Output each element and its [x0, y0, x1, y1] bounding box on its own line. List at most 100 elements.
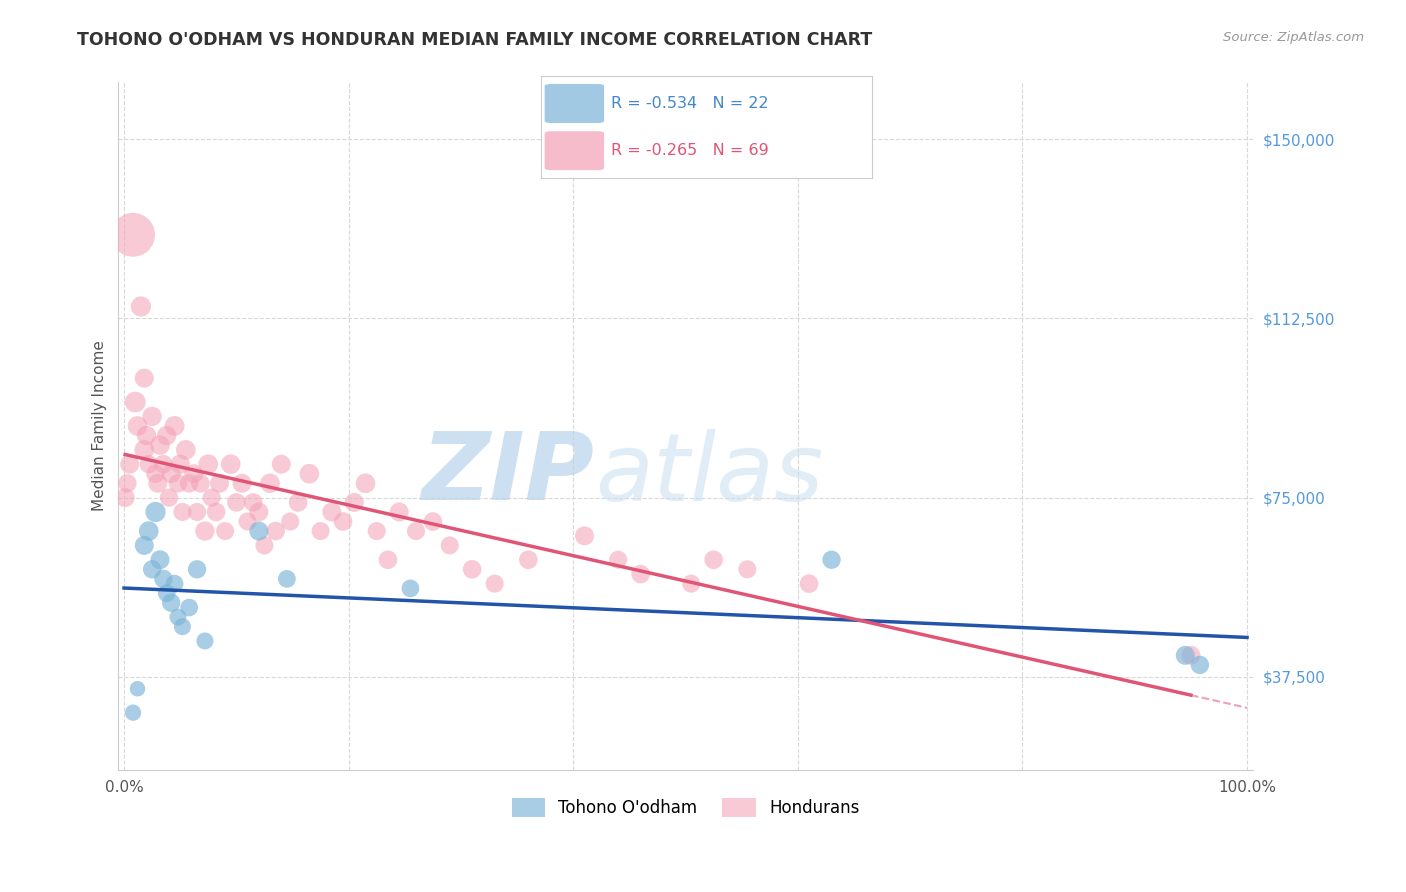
Point	[129, 300, 152, 314]
Point	[141, 409, 163, 424]
Point	[236, 515, 259, 529]
Point	[517, 553, 540, 567]
Point	[574, 529, 596, 543]
Point	[205, 505, 228, 519]
Point	[607, 553, 630, 567]
Point	[172, 505, 194, 519]
Point	[145, 505, 167, 519]
Point	[117, 476, 139, 491]
Point	[134, 442, 156, 457]
Point	[163, 576, 186, 591]
Point	[681, 576, 703, 591]
Point	[366, 524, 388, 538]
Point	[156, 428, 179, 442]
Point	[1180, 648, 1202, 663]
Point	[190, 476, 212, 491]
Point	[264, 524, 287, 538]
Point	[1188, 657, 1211, 672]
Point	[247, 505, 270, 519]
Point	[298, 467, 321, 481]
Point	[377, 553, 399, 567]
FancyBboxPatch shape	[544, 84, 605, 123]
Point	[1174, 648, 1197, 663]
Point	[160, 596, 183, 610]
Point	[703, 553, 725, 567]
Point	[253, 538, 276, 552]
Point	[127, 419, 149, 434]
FancyBboxPatch shape	[544, 131, 605, 170]
Point	[149, 553, 172, 567]
Point	[270, 457, 292, 471]
Point	[124, 395, 146, 409]
Point	[156, 586, 179, 600]
Point	[134, 538, 156, 552]
Point	[134, 371, 156, 385]
Point	[122, 227, 145, 242]
Point	[157, 491, 180, 505]
Point	[797, 576, 820, 591]
Point	[225, 495, 247, 509]
Point	[135, 428, 157, 442]
Point	[461, 562, 484, 576]
Point	[194, 524, 217, 538]
Point	[231, 476, 253, 491]
Point	[737, 562, 759, 576]
Point	[422, 515, 444, 529]
Legend: Tohono O'odham, Hondurans: Tohono O'odham, Hondurans	[505, 791, 866, 823]
Text: ZIP: ZIP	[422, 428, 595, 520]
Point	[186, 505, 208, 519]
Point	[114, 491, 136, 505]
Point	[145, 467, 167, 481]
Point	[194, 634, 217, 648]
Point	[630, 567, 652, 582]
Point	[276, 572, 298, 586]
Point	[127, 681, 149, 696]
Point	[309, 524, 332, 538]
Point	[197, 457, 219, 471]
Point	[219, 457, 242, 471]
Point	[343, 495, 366, 509]
Point	[167, 476, 190, 491]
Point	[388, 505, 411, 519]
Text: Source: ZipAtlas.com: Source: ZipAtlas.com	[1223, 31, 1364, 45]
Point	[201, 491, 224, 505]
Point	[174, 442, 197, 457]
Point	[152, 457, 174, 471]
Point	[169, 457, 191, 471]
Point	[118, 457, 141, 471]
Point	[186, 562, 208, 576]
Point	[259, 476, 281, 491]
Point	[122, 706, 145, 720]
Point	[321, 505, 343, 519]
Point	[214, 524, 236, 538]
Point	[138, 457, 160, 471]
Point	[141, 562, 163, 576]
Y-axis label: Median Family Income: Median Family Income	[93, 341, 107, 511]
Point	[152, 572, 174, 586]
Point	[172, 620, 194, 634]
Point	[163, 419, 186, 434]
Point	[439, 538, 461, 552]
Point	[160, 467, 183, 481]
Point	[167, 610, 190, 624]
Point	[179, 600, 201, 615]
Point	[354, 476, 377, 491]
Point	[183, 467, 205, 481]
Point	[208, 476, 231, 491]
Point	[242, 495, 264, 509]
Point	[247, 524, 270, 538]
Text: R = -0.534   N = 22: R = -0.534 N = 22	[610, 96, 768, 111]
Point	[287, 495, 309, 509]
Point	[278, 515, 301, 529]
Point	[399, 582, 422, 596]
Text: TOHONO O'ODHAM VS HONDURAN MEDIAN FAMILY INCOME CORRELATION CHART: TOHONO O'ODHAM VS HONDURAN MEDIAN FAMILY…	[77, 31, 873, 49]
Point	[405, 524, 427, 538]
Point	[149, 438, 172, 452]
Point	[138, 524, 160, 538]
Point	[484, 576, 506, 591]
Point	[146, 476, 169, 491]
Text: R = -0.265   N = 69: R = -0.265 N = 69	[610, 144, 769, 158]
Point	[179, 476, 201, 491]
Point	[820, 553, 842, 567]
Text: atlas: atlas	[595, 429, 823, 520]
